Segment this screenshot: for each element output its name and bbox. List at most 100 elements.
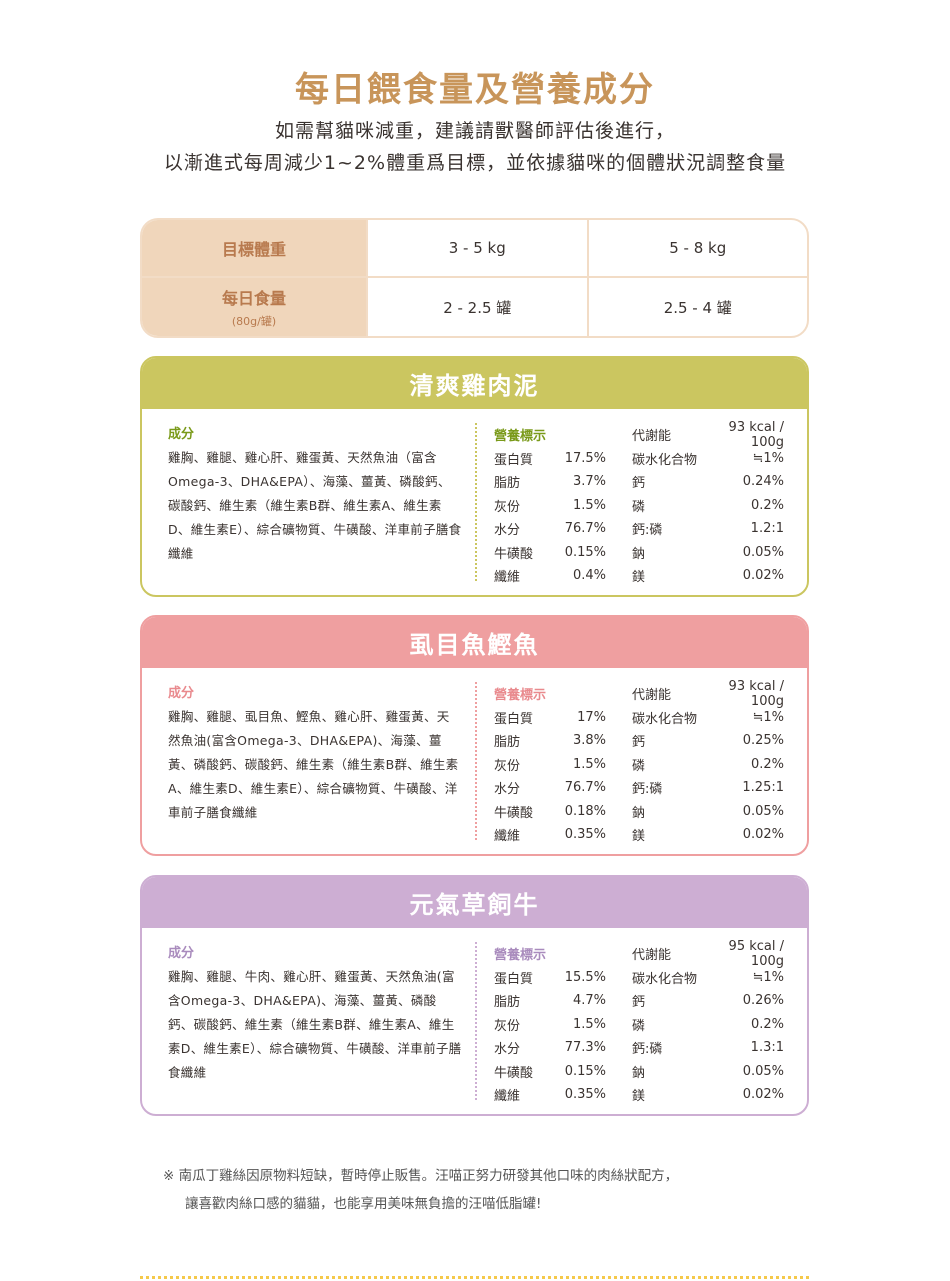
ingredients-label: 成分 bbox=[168, 686, 195, 701]
nutrient-value: 0.25% bbox=[742, 733, 784, 749]
header-label: 每日食量 bbox=[221, 289, 286, 308]
nutrient-name: 蛋白質 bbox=[494, 971, 534, 987]
nutrient-name: 牛磺酸 bbox=[494, 546, 534, 562]
nutrient-value: 17% bbox=[577, 709, 606, 725]
energy-label: 代謝能 bbox=[632, 429, 672, 445]
nutrient-name: 鈣:磷 bbox=[632, 523, 663, 539]
nutrient-value: 0.18% bbox=[564, 803, 606, 819]
ingredients-section: 成分雞胸、雞腿、雞心肝、雞蛋黃、天然魚油（富含Omega-3、DHA&EPA）、… bbox=[168, 423, 462, 566]
ingredients-text: 雞胸、雞腿、虱目魚、鰹魚、雞心肝、雞蛋黃、天然魚油(富含Omega-3、DHA&… bbox=[168, 709, 459, 820]
nutrient-name: 水分 bbox=[494, 782, 521, 798]
header-note: (80g/罐) bbox=[231, 315, 277, 328]
nutrient-name: 纖維 bbox=[494, 570, 521, 586]
dotted-divider bbox=[140, 1276, 809, 1279]
nutrient-name: 灰份 bbox=[494, 1018, 521, 1034]
nutrient-name: 蛋白質 bbox=[494, 452, 534, 468]
nutrient-name: 鎂 bbox=[632, 570, 646, 586]
target-weight-header: 目標體重 bbox=[142, 220, 366, 278]
ingredients-section: 成分 雞胸、雞腿、牛肉、雞心肝、雞蛋黃、天然魚油(富含Omega-3、DHA&EP… bbox=[168, 942, 462, 1085]
column-divider bbox=[475, 423, 477, 581]
nutrient-name: 碳水化合物 bbox=[632, 711, 698, 727]
nutrient-value: 1.5% bbox=[572, 756, 606, 772]
product-name: 虱目魚鰹魚 bbox=[142, 617, 807, 668]
nutrition-row: 蛋白質 15.5% 碳水化合物 ≒1% bbox=[494, 966, 784, 990]
nutrient-value: 0.24% bbox=[742, 474, 784, 490]
footnote-line: 讓喜歡肉絲口感的貓貓，也能享用美味無負擔的汪喵低脂罐! bbox=[185, 1196, 542, 1212]
nutrition-row: 灰份 1.5% 磷 0.2% bbox=[494, 494, 784, 518]
nutrient-value: 0.05% bbox=[742, 544, 784, 560]
nutrition-row: 灰份 1.5% 磷 0.2% bbox=[494, 1013, 784, 1037]
nutrient-name: 纖維 bbox=[494, 1089, 521, 1105]
nutrient-value: 0.15% bbox=[564, 1063, 606, 1079]
nutrient-value: 0.05% bbox=[742, 803, 784, 819]
nutrient-name: 脂肪 bbox=[494, 476, 521, 492]
nutrient-value: 0.35% bbox=[564, 1087, 606, 1103]
nutrition-row: 灰份 1.5% 磷 0.2% bbox=[494, 753, 784, 777]
subtitle-line-2: 以漸進式每周減少1~2%體重爲目標，並依據貓咪的個體狀況調整食量 bbox=[163, 152, 787, 174]
nutrition-row: 牛磺酸 0.15% 鈉 0.05% bbox=[494, 1060, 784, 1084]
nutrient-value: 0.15% bbox=[564, 544, 606, 560]
weight-cell: 3 - 5 kg bbox=[366, 220, 587, 278]
nutrient-name: 脂肪 bbox=[494, 735, 521, 751]
subtitle-line-1: 如需幫貓咪減重，建議請獸醫師評估後進行， bbox=[274, 120, 675, 142]
nutrient-value: 3.8% bbox=[572, 733, 606, 749]
nutrition-label: 營養標示 bbox=[494, 948, 547, 964]
nutrient-value: ≒1% bbox=[752, 450, 784, 466]
nutrient-name: 碳水化合物 bbox=[632, 971, 698, 987]
nutrient-value: ≒1% bbox=[752, 969, 784, 985]
nutrient-name: 鈣 bbox=[632, 735, 646, 751]
column-divider bbox=[475, 942, 477, 1100]
nutrient-value: ≒1% bbox=[752, 709, 784, 725]
nutrient-value: 1.5% bbox=[572, 497, 606, 513]
nutrient-value: 76.7% bbox=[564, 780, 606, 796]
nutrient-name: 鈣 bbox=[632, 995, 646, 1011]
nutrient-value: 76.7% bbox=[564, 521, 606, 537]
nutrition-row: 纖維 0.35% 鎂 0.02% bbox=[494, 823, 784, 847]
energy-value: 93 kcal / 100g bbox=[728, 678, 784, 709]
nutrition-row: 脂肪 4.7% 鈣 0.26% bbox=[494, 989, 784, 1013]
ingredients-label: 成分 bbox=[168, 427, 195, 442]
energy-value: 93 kcal / 100g bbox=[728, 419, 784, 450]
nutrient-name: 纖維 bbox=[494, 829, 521, 845]
nutrient-value: 0.02% bbox=[742, 1087, 784, 1103]
ingredients-section: 成分雞胸、雞腿、虱目魚、鰹魚、雞心肝、雞蛋黃、天然魚油(富含Omega-3、DH… bbox=[168, 682, 462, 825]
nutrient-name: 磷 bbox=[632, 758, 646, 774]
nutrition-row: 纖維 0.4% 鎂 0.02% bbox=[494, 564, 784, 588]
energy-value: 95 kcal / 100g bbox=[728, 938, 784, 969]
ingredients-text: 雞胸、雞腿、雞心肝、雞蛋黃、天然魚油（富含Omega-3、DHA&EPA）、海藻… bbox=[168, 450, 462, 561]
nutrient-name: 鈣:磷 bbox=[632, 782, 663, 798]
nutrient-value: 0.02% bbox=[742, 827, 784, 843]
nutrient-value: 1.3:1 bbox=[750, 1040, 784, 1056]
product-name: 清爽雞肉泥 bbox=[142, 358, 807, 409]
nutrient-value: 0.02% bbox=[742, 568, 784, 584]
nutrient-value: 0.26% bbox=[742, 993, 784, 1009]
nutrition-row: 蛋白質 17.5% 碳水化合物 ≒1% bbox=[494, 447, 784, 471]
weight-cell: 5 - 8 kg bbox=[586, 220, 807, 278]
nutrition-section: 營養標示 代謝能 95 kcal / 100g 蛋白質 15.5% 碳水化合物 ≒1% 脂肪 4… bbox=[494, 938, 784, 1107]
nutrient-value: 0.2% bbox=[750, 1016, 784, 1032]
nutrient-name: 鎂 bbox=[632, 1089, 646, 1105]
nutrient-value: 1.5% bbox=[572, 1016, 606, 1032]
page-title: 每日餵食量及營養成分 bbox=[295, 70, 655, 110]
energy-label: 代謝能 bbox=[632, 688, 672, 704]
product-name: 元氣草飼牛 bbox=[142, 877, 807, 928]
nutrient-name: 鈉 bbox=[632, 1065, 646, 1081]
nutrition-row: 脂肪 3.7% 鈣 0.24% bbox=[494, 470, 784, 494]
nutrient-name: 脂肪 bbox=[494, 995, 521, 1011]
nutrient-value: 0.2% bbox=[750, 497, 784, 513]
nutrient-name: 牛磺酸 bbox=[494, 805, 534, 821]
daily-amount-header: 每日食量 (80g/罐) bbox=[142, 278, 366, 336]
nutrient-name: 磷 bbox=[632, 499, 646, 515]
energy-label: 代謝能 bbox=[632, 948, 672, 964]
nutrition-section: 營養標示 代謝能 93 kcal / 100g 蛋白質 17% 碳水化合物 ≒1% 脂肪 3.8… bbox=[494, 678, 784, 847]
footnote: ※ 南瓜丁雞絲因原物料短缺，暫時停止販售。汪喵正努力研發其他口味的肉絲狀配方， … bbox=[163, 1162, 678, 1218]
column-divider bbox=[475, 682, 477, 840]
nutrient-name: 鈣 bbox=[632, 476, 646, 492]
product-card: 虱目魚鰹魚 成分雞胸、雞腿、虱目魚、鰹魚、雞心肝、雞蛋黃、天然魚油(富含Omeg… bbox=[140, 615, 809, 856]
ingredients-text: 雞胸、雞腿、牛肉、雞心肝、雞蛋黃、天然魚油(富含Omega-3、DHA&EPA)… bbox=[168, 969, 462, 1080]
nutrition-row: 水分 77.3% 鈣:磷 1.3:1 bbox=[494, 1036, 784, 1060]
nutrition-row: 纖維 0.35% 鎂 0.02% bbox=[494, 1083, 784, 1107]
nutrition-label: 營養標示 bbox=[494, 688, 547, 704]
amount-cell: 2 - 2.5 罐 bbox=[366, 278, 587, 336]
nutrition-row: 脂肪 3.8% 鈣 0.25% bbox=[494, 729, 784, 753]
